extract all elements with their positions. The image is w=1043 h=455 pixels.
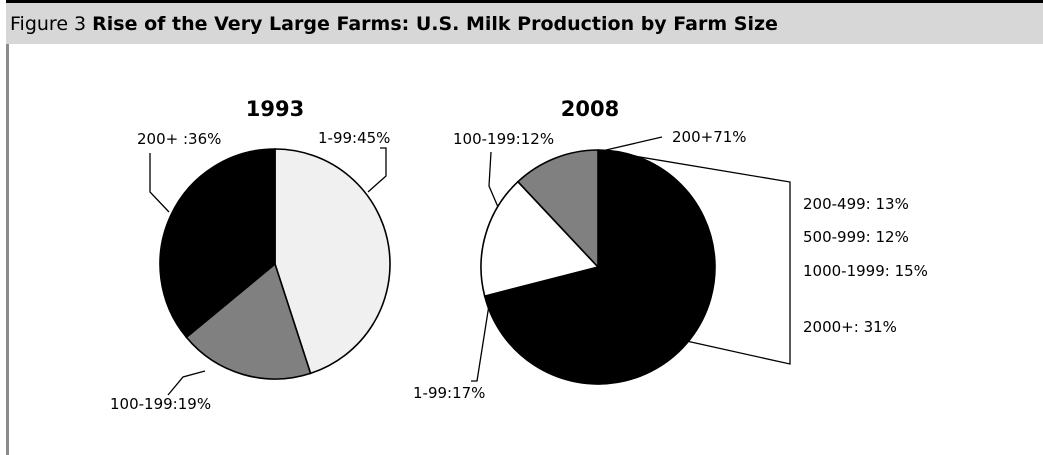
leader-line-1-2 bbox=[489, 152, 498, 207]
slice-label-1-0: 200+71% bbox=[672, 128, 747, 146]
slice-label-1-1: 1-99:17% bbox=[413, 384, 485, 402]
breakdown-label-1: 500-999: 12% bbox=[803, 228, 909, 246]
slice-label-0-0: 1-99:45% bbox=[318, 129, 390, 147]
breakdown-label-0: 200-499: 13% bbox=[803, 195, 909, 213]
pie-title-0: 1993 bbox=[246, 97, 304, 121]
slice-label-1-2: 100-199:12% bbox=[453, 130, 554, 148]
slice-label-0-2: 200+ :36% bbox=[137, 130, 221, 148]
pie-title-1: 2008 bbox=[561, 97, 619, 121]
leader-line-0-1 bbox=[168, 371, 205, 395]
breakdown-label-3: 2000+: 31% bbox=[803, 318, 897, 336]
leader-line-1-1 bbox=[471, 305, 489, 381]
leader-line-0-0 bbox=[368, 148, 386, 192]
leader-line-0-2 bbox=[150, 153, 169, 212]
breakdown-label-2: 1000-1999: 15% bbox=[803, 262, 928, 280]
slice-label-0-1: 100-199:19% bbox=[110, 395, 211, 413]
leader-line-1-0 bbox=[606, 137, 662, 150]
